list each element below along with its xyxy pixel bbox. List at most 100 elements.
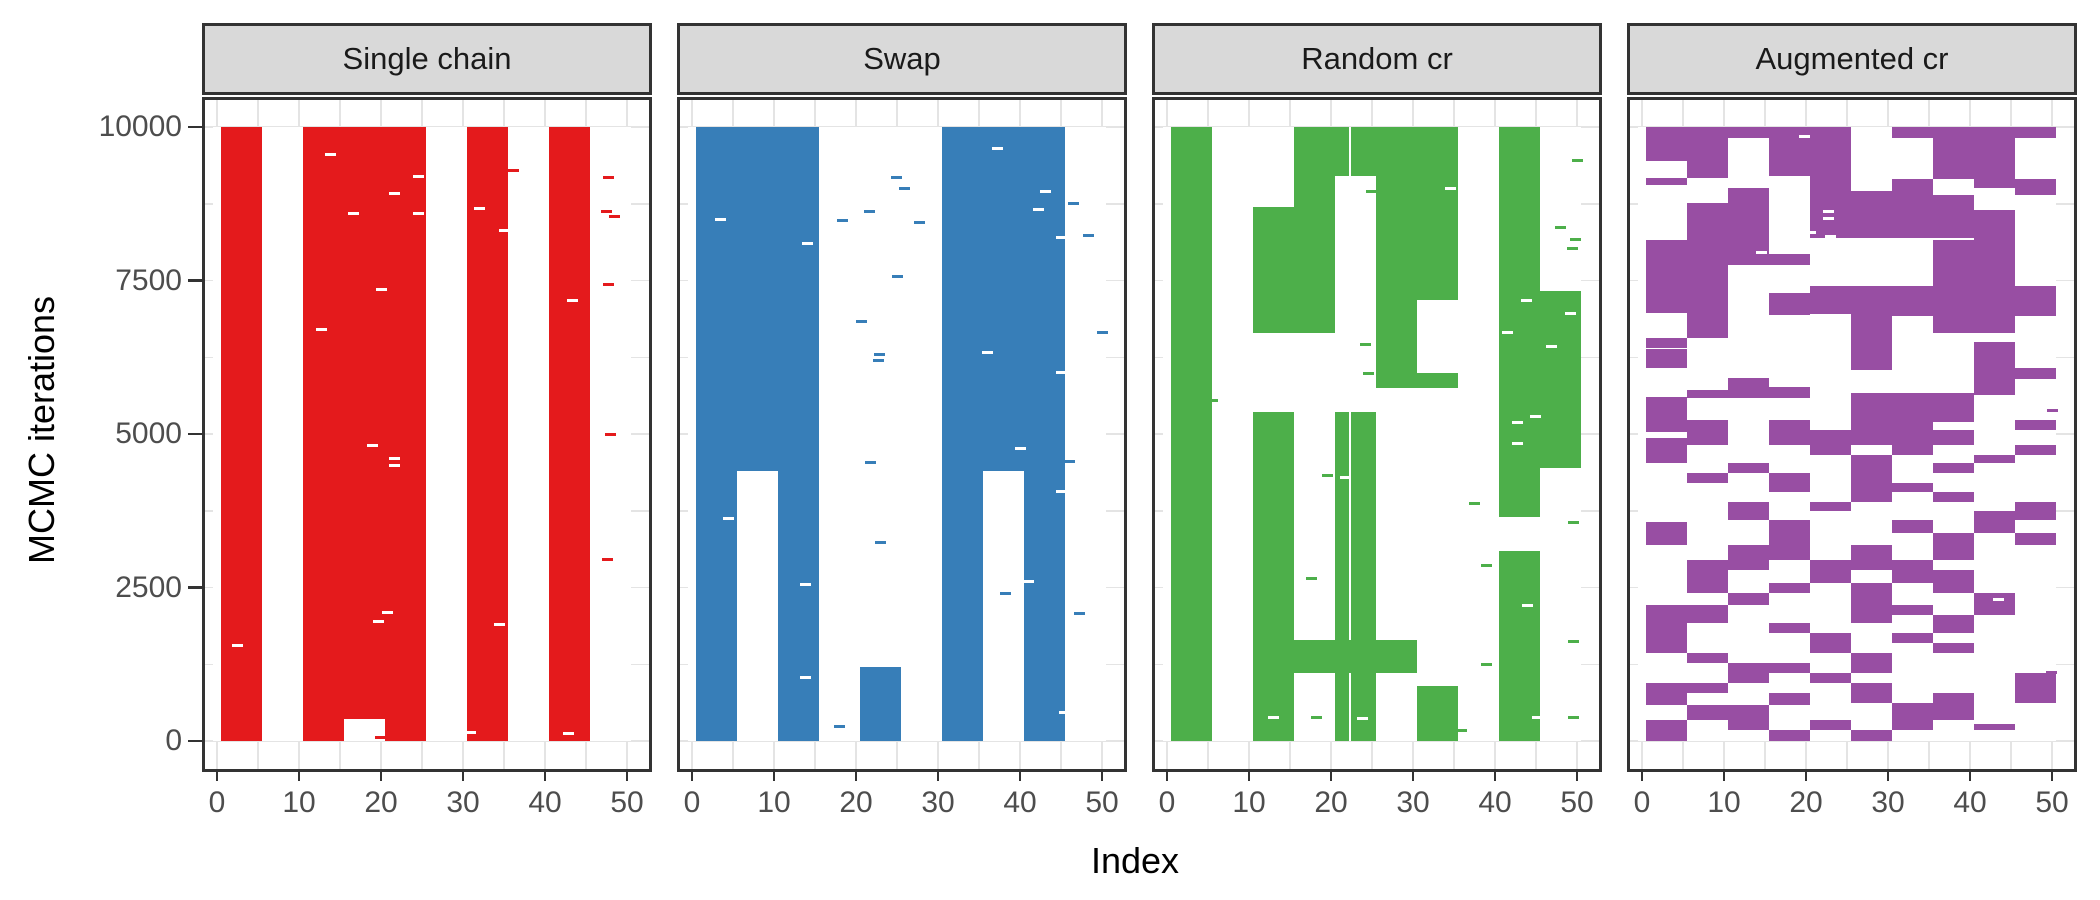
off-flip-dash <box>324 152 336 156</box>
off-flip-dash <box>1798 134 1810 138</box>
on-flip-dash <box>999 591 1011 595</box>
tile-on <box>1687 704 1729 721</box>
off-flip-dash <box>1564 312 1576 316</box>
tile-on <box>1933 429 1975 446</box>
on-flip-dash <box>601 210 612 214</box>
facet-panel <box>1152 97 1602 772</box>
x-tick-label: 30 <box>446 786 480 819</box>
x-tick-label: 20 <box>839 786 873 819</box>
tile-on <box>1892 519 1934 534</box>
tile-on <box>1810 429 1852 455</box>
tile-on <box>1646 338 1688 349</box>
tile-on <box>1892 633 1934 644</box>
tile-on <box>1974 209 2016 334</box>
x-tick-label: 0 <box>1158 786 1176 819</box>
tile-on <box>1728 378 1770 399</box>
on-flip-dash <box>508 169 520 173</box>
on-flip-dash <box>856 319 868 323</box>
on-flip-dash <box>836 219 848 223</box>
tile-on <box>1810 285 1852 315</box>
x-tick-label: 20 <box>1314 786 1348 819</box>
tile-on <box>1851 190 1893 239</box>
on-flip-dash <box>605 432 617 436</box>
tile-on <box>1892 703 1934 730</box>
tile-on <box>1933 239 1975 334</box>
off-flip-dash <box>1546 345 1558 349</box>
tile-on <box>1769 623 1811 634</box>
tile-on <box>2015 501 2057 520</box>
on-flip-dash <box>1322 474 1334 478</box>
off-flip-dash <box>1340 476 1352 480</box>
tile-on <box>2015 127 2057 139</box>
off-flip-dash <box>316 328 328 332</box>
x-tick-mark <box>2050 772 2054 781</box>
tile-on <box>1646 521 1688 546</box>
tile-on <box>1892 127 1934 139</box>
tile-on <box>1728 545 1770 570</box>
x-tick-label: 0 <box>1633 786 1651 819</box>
off-flip-dash <box>1512 421 1524 425</box>
on-flip-dash <box>2046 408 2058 412</box>
off-flip-dash <box>498 228 510 232</box>
off-flip-dash <box>1532 715 1544 719</box>
on-flip-dash <box>1097 330 1109 334</box>
off-flip-dash <box>1268 716 1280 720</box>
facet-label: Random cr <box>1301 41 1453 76</box>
off-flip-dash <box>1039 190 1051 194</box>
on-flip-dash <box>1481 663 1493 667</box>
off-flip-dash <box>382 610 394 614</box>
x-tick-mark <box>1247 772 1251 781</box>
tile-on <box>1376 206 1418 388</box>
off-flip-dash <box>232 644 243 648</box>
tile-on <box>1810 720 1852 730</box>
x-tick-mark <box>1493 772 1497 781</box>
x-tick-mark <box>772 772 776 781</box>
facet-label: Augmented cr <box>1755 41 1949 76</box>
on-flip-dash <box>1073 611 1085 615</box>
tile-on <box>1851 454 1893 502</box>
on-flip-dash <box>1207 399 1219 403</box>
tile-on <box>1933 194 1975 239</box>
off-flip-dash <box>1825 238 1837 242</box>
tile-on <box>1499 550 1541 741</box>
tile-on <box>1687 203 1729 339</box>
x-tick-mark <box>1100 772 1104 781</box>
facet-label: Single chain <box>342 41 512 76</box>
tile-on <box>696 127 820 471</box>
tile-on <box>1728 704 1770 730</box>
tile-on <box>1728 501 1770 520</box>
tile-on <box>1851 285 1893 370</box>
tile-on <box>1646 720 1688 741</box>
off-flip-dash <box>413 212 425 216</box>
x-tick-label: 40 <box>1003 786 1037 819</box>
off-flip-dash <box>1055 371 1067 375</box>
x-tick-mark <box>1804 772 1808 781</box>
x-tick-label: 40 <box>1478 786 1512 819</box>
tile-on <box>1974 454 2016 464</box>
on-flip-dash <box>1555 226 1567 230</box>
tile-on <box>1253 206 1336 333</box>
on-flip-dash <box>1305 577 1317 581</box>
on-flip-dash <box>1063 459 1075 463</box>
tile-on <box>1851 393 1893 446</box>
on-flip-dash <box>1363 371 1375 375</box>
tile-on <box>1810 559 1852 584</box>
tile-on <box>1687 559 1729 594</box>
tile-on <box>1769 583 1811 594</box>
on-flip-dash <box>603 283 615 287</box>
tile-on <box>1253 411 1295 741</box>
tile-on <box>942 127 1066 471</box>
off-flip-dash <box>1014 446 1026 450</box>
off-flip-dash <box>1055 490 1067 494</box>
on-flip-dash <box>892 274 904 278</box>
off-flip-dash <box>413 174 425 178</box>
y-tick-mark <box>188 279 202 282</box>
off-flip-dash <box>991 147 1003 151</box>
facet-strip: Random cr <box>1152 23 1602 95</box>
off-flip-dash <box>800 676 812 680</box>
tile-on <box>1974 511 2016 534</box>
on-flip-dash <box>1569 238 1581 242</box>
x-axis-title: Index <box>1090 840 1180 881</box>
facet-panel <box>202 97 652 772</box>
tile-on <box>1728 593 1770 605</box>
